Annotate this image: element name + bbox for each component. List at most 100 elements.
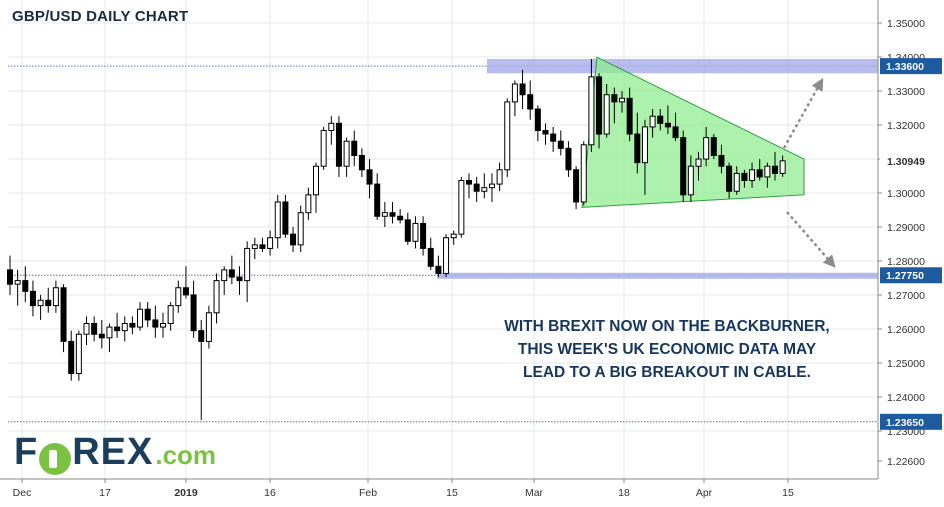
candle-body: [91, 323, 98, 335]
candle-body: [749, 169, 756, 182]
y-tick-label: 1.22600: [887, 456, 925, 468]
candle-body: [741, 172, 748, 182]
candle-body: [626, 97, 633, 135]
candle-body: [412, 222, 419, 242]
candle-body: [274, 201, 281, 239]
candle-body: [251, 244, 258, 249]
candle-body: [205, 312, 212, 342]
candle-body: [190, 294, 197, 332]
x-tick-label: Apr: [696, 487, 713, 499]
x-tick-label: 16: [264, 487, 276, 499]
y-tick-label: 1.26000: [887, 324, 925, 336]
candle-body: [680, 137, 687, 196]
candle-body: [267, 237, 274, 249]
candle-body: [14, 280, 21, 285]
annotation-text: WITH BREXIT NOW ON THE BACKBURNER, THIS …: [452, 315, 882, 384]
arrow-down: [786, 211, 836, 268]
y-tick-label: 1.24000: [887, 392, 925, 404]
candles: [7, 58, 786, 421]
candle-body: [772, 165, 778, 174]
x-tick-label: 18: [618, 487, 630, 499]
candle-body: [664, 122, 671, 128]
y-tick-label: 1.27000: [887, 290, 925, 302]
zones: [437, 58, 878, 279]
y-tick-label: 1.32000: [887, 120, 925, 132]
candle-body: [351, 140, 358, 156]
grid: [8, 0, 878, 479]
candle-body: [29, 290, 36, 307]
candle-body: [466, 180, 472, 185]
candle-body: [443, 237, 450, 274]
candle-body: [557, 140, 564, 149]
candle-body: [7, 269, 13, 285]
candle-body: [481, 187, 488, 192]
candle-body: [305, 194, 312, 214]
candle-body: [550, 133, 557, 142]
x-tick-label: 15: [446, 487, 458, 499]
candle-body: [221, 269, 228, 282]
x-tick-label: Mar: [525, 487, 544, 499]
y-tick-label: 1.25000: [887, 358, 925, 370]
candle-body: [328, 122, 335, 131]
candle-body: [68, 340, 75, 375]
candle-body: [320, 129, 327, 167]
candle-body: [60, 287, 67, 342]
current-price-label: 1.30949: [887, 156, 925, 168]
candle-body: [504, 101, 511, 171]
forex-logo: F REX .com: [14, 428, 217, 475]
candle-body: [596, 76, 603, 135]
resistance-zone: [487, 58, 878, 74]
candle-body: [144, 308, 151, 321]
x-tick-label: Dec: [13, 487, 32, 499]
candle-body: [343, 140, 350, 167]
chart-title: GBP/USD DAILY CHART: [12, 8, 189, 25]
price-level-label: 1.23650: [886, 417, 924, 429]
candle-body: [381, 212, 388, 217]
y-tick-label: 1.28000: [887, 256, 925, 268]
candle-body: [137, 308, 144, 328]
candle-body: [236, 276, 243, 282]
price-level-box: [880, 413, 942, 430]
candle-body: [611, 94, 618, 103]
candle-body: [588, 76, 595, 146]
candle-body: [22, 280, 29, 292]
candle-body: [703, 137, 710, 160]
candle-body: [534, 108, 541, 131]
candle-body: [458, 180, 465, 235]
candle-body: [213, 280, 220, 314]
candle-body: [764, 165, 771, 178]
candle-body: [695, 158, 702, 167]
logo-o-icon: [39, 443, 72, 475]
breakout-arrows: [782, 77, 836, 268]
candle-body: [619, 97, 625, 103]
candle-body: [641, 126, 648, 164]
annotation-line-3: LEAD TO A BIG BREAKOUT IN CABLE.: [523, 364, 811, 381]
candle-body: [114, 326, 121, 332]
candle-body: [435, 265, 442, 274]
candle-body: [106, 326, 113, 339]
candle-body: [358, 154, 365, 171]
candle-body: [228, 269, 235, 278]
annotation-line-2: THIS WEEK'S UK ECONOMIC DATA MAY: [517, 341, 817, 358]
candle-body: [565, 147, 572, 171]
candle-body: [313, 165, 319, 196]
logo-suffix: .com: [155, 440, 217, 470]
candle-body: [175, 287, 182, 307]
candle-body: [519, 83, 526, 96]
candle-body: [511, 83, 518, 103]
candle-body: [167, 305, 174, 325]
x-tick-label: 15: [782, 487, 794, 499]
candle-body: [542, 129, 549, 135]
current-price-box: [880, 152, 942, 169]
price-level-box: [880, 58, 942, 75]
candle-body: [259, 244, 266, 249]
candle-body: [37, 299, 44, 307]
candle-body: [389, 212, 396, 217]
candle-body: [427, 247, 434, 267]
y-tick-label: 1.35000: [887, 18, 925, 30]
candle-body: [687, 165, 694, 196]
candle-body: [290, 233, 297, 246]
